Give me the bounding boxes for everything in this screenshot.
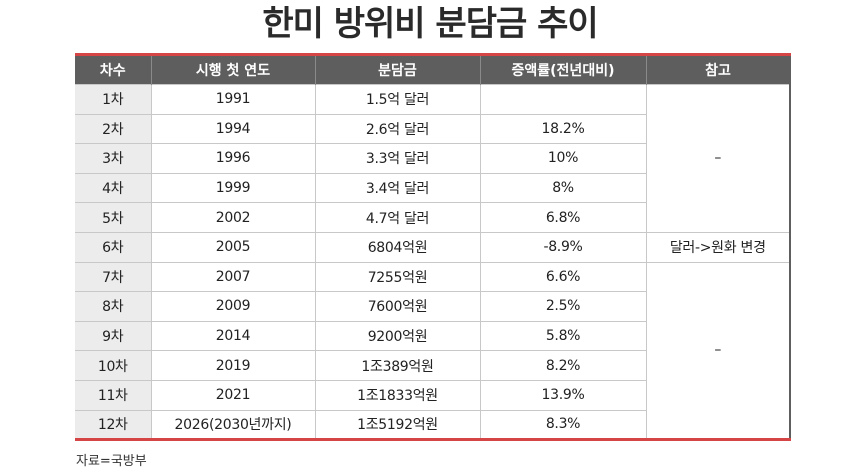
cell-round: 4차: [75, 172, 152, 204]
cell-amount: 7600억원: [314, 291, 481, 322]
cell-amount: 1조389억원: [314, 350, 481, 381]
cell-amount: 3.4억 달러: [314, 172, 481, 204]
cell-note: –: [645, 84, 791, 233]
cell-note: 달러->원화 변경: [645, 231, 791, 263]
cell-amount: 2.6억 달러: [314, 113, 481, 145]
cell-year: 2005: [150, 231, 316, 263]
cell-year: 2009: [150, 291, 316, 322]
cell-year: 1994: [150, 113, 316, 145]
page-title: 한미 방위비 분담금 추이: [262, 4, 598, 44]
header-first-year: 시행 첫 연도: [150, 54, 316, 85]
table-row: 5차 2002 4.7억 달러 6.8%: [75, 202, 790, 233]
cell-note: –: [645, 261, 791, 441]
cell-amount: 1조1833억원: [314, 379, 481, 411]
table-row: 7차 2007 7255억원 6.6% –: [75, 261, 791, 441]
table-row: 8차 2009 7600억원 2.5%: [75, 291, 790, 322]
cell-year: 2026(2030년까지): [150, 409, 316, 440]
cell-year: 2014: [150, 320, 316, 352]
cell-year: 2021: [150, 379, 316, 411]
cell-increase: [479, 84, 647, 115]
cell-amount: 4.7억 달러: [314, 202, 481, 233]
cell-round: 3차: [75, 143, 152, 174]
cell-increase: 10%: [479, 143, 647, 174]
table-row: 1차 1991 1.5억 달러 –: [75, 84, 791, 233]
cell-amount: 9200억원: [314, 320, 481, 352]
cell-round: 12차: [75, 409, 152, 440]
cell-round: 8차: [75, 291, 152, 322]
table-row: 11차 2021 1조1833억원 13.9%: [75, 379, 790, 411]
table-row: 3차 1996 3.3억 달러 10%: [75, 143, 790, 174]
cell-year: 2002: [150, 202, 316, 233]
header-round: 차수: [75, 54, 152, 85]
cell-increase: -8.9%: [479, 231, 647, 263]
table-row: 2차 1994 2.6억 달러 18.2%: [75, 113, 790, 145]
cell-round: 2차: [75, 113, 152, 145]
cell-increase: 8.3%: [479, 409, 647, 440]
cell-increase: 2.5%: [479, 291, 647, 322]
header-amount: 분담금: [314, 54, 481, 85]
cell-round: 1차: [75, 84, 152, 115]
table-header-row: 차수 시행 첫 연도 분담금 증액률(전년대비) 참고: [75, 54, 791, 85]
cell-increase: 18.2%: [479, 113, 647, 145]
table-row: 6차 2005 6804억원 -8.9% 달러->원화 변경: [75, 231, 791, 263]
source-caption: 자료=국방부: [76, 454, 147, 469]
cell-year: 2019: [150, 350, 316, 381]
table-row: 12차 2026(2030년까지) 1조5192억원 8.3%: [75, 409, 790, 440]
table-row: 9차 2014 9200억원 5.8%: [75, 320, 790, 352]
cell-year: 1996: [150, 143, 316, 174]
cell-increase: 13.9%: [479, 379, 647, 411]
header-increase-rate: 증액률(전년대비): [479, 54, 647, 85]
cell-year: 1999: [150, 172, 316, 204]
cell-round: 6차: [75, 231, 152, 263]
cell-increase: 8.2%: [479, 350, 647, 381]
cell-increase: 8%: [479, 172, 647, 204]
cell-year: 1991: [150, 84, 316, 115]
table-row: 4차 1999 3.4억 달러 8%: [75, 172, 790, 204]
cell-amount: 3.3억 달러: [314, 143, 481, 174]
cell-round: 7차: [75, 261, 152, 293]
cell-round: 5차: [75, 202, 152, 233]
cell-increase: 6.6%: [479, 261, 647, 293]
cell-year: 2007: [150, 261, 316, 293]
cell-amount: 6804억원: [314, 231, 481, 263]
defense-cost-table: 차수 시행 첫 연도 분담금 증액률(전년대비) 참고 1차 1991 1.5억…: [75, 53, 791, 442]
cell-amount: 1조5192억원: [314, 409, 481, 440]
header-note: 참고: [645, 54, 791, 85]
cell-increase: 6.8%: [479, 202, 647, 233]
cell-amount: 1.5억 달러: [314, 84, 481, 115]
cell-round: 10차: [75, 350, 152, 381]
cell-round: 9차: [75, 320, 152, 352]
cell-round: 11차: [75, 379, 152, 411]
cell-increase: 5.8%: [479, 320, 647, 352]
cell-amount: 7255억원: [314, 261, 481, 293]
